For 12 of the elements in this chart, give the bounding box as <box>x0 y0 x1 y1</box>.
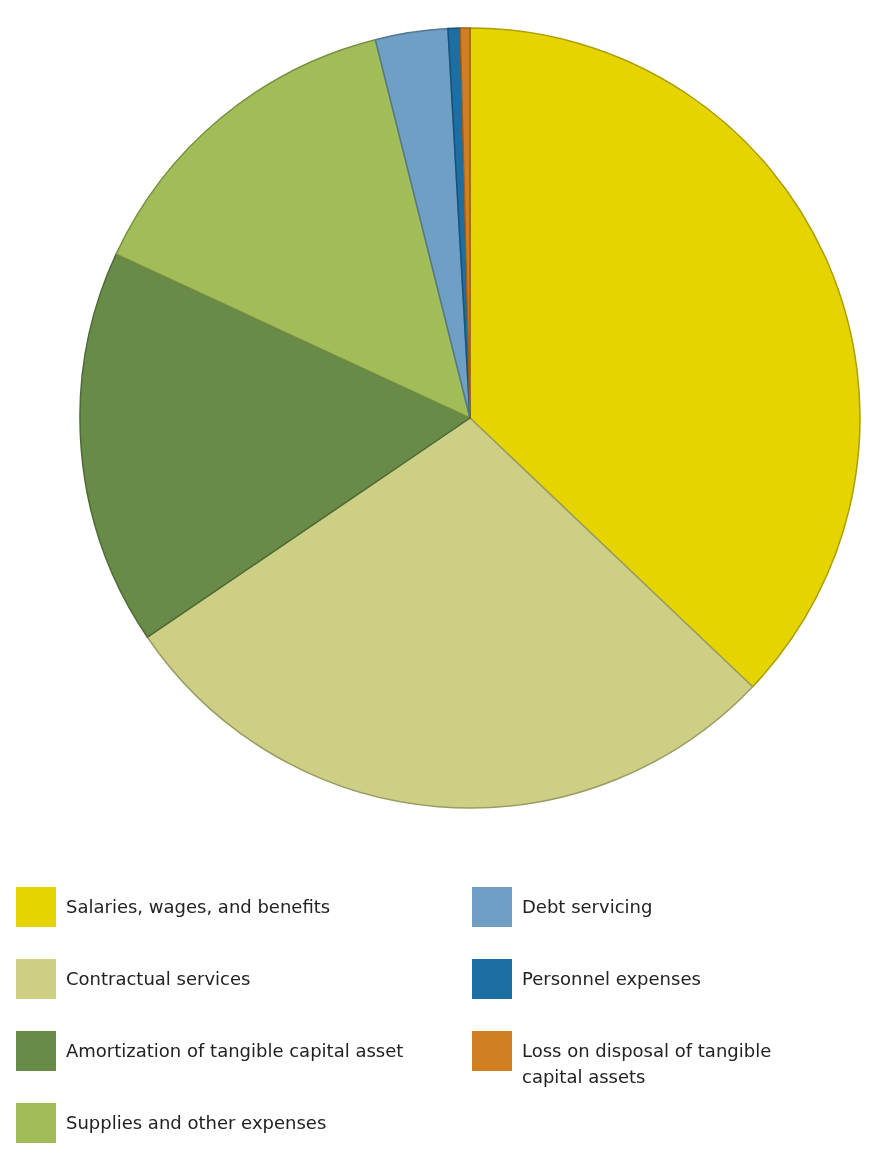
pie-slice <box>79 253 471 638</box>
legend-label: Loss on disposal of tangible capital assets <box>522 1040 772 1087</box>
legend-label: Debt servicing <box>522 896 653 917</box>
pie-slice <box>146 417 754 809</box>
legend-label: Amortization of tangible capital asset <box>66 1040 404 1061</box>
pie-slice <box>459 27 471 419</box>
pie-slice <box>469 27 861 688</box>
legend-label: Personnel expenses <box>522 968 701 989</box>
legend-label: Supplies and other expenses <box>66 1112 327 1133</box>
legend-label: Salaries, wages, and benefits <box>66 896 331 917</box>
pie-slice <box>115 38 471 419</box>
legend-label: Contractual services <box>66 968 251 989</box>
